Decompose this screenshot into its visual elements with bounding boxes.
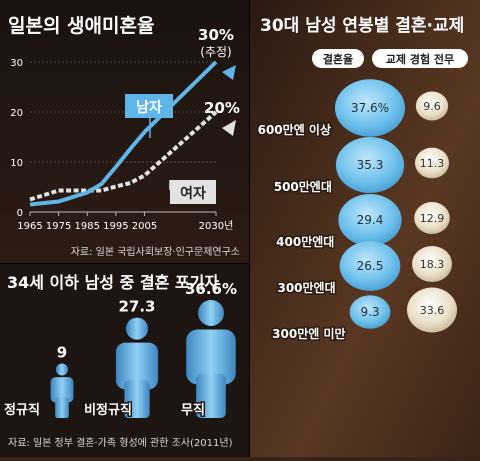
married-value: 37.6% [351,101,389,115]
series-line-women [29,110,218,202]
x-tick-label: 2030년 [199,220,234,232]
x-tick-label: 1985 [75,221,100,232]
person-figure [50,363,74,418]
bubble-row: 9.6 37.6% 600만엔 이상 [256,79,449,139]
never-dated-value: 11.3 [420,157,445,170]
income-category-label: 300만엔 미만 [272,326,345,341]
legend-never-dated-tag [372,49,468,68]
person-figure [115,317,159,418]
never-dated-value: 33.6 [420,304,445,317]
income-category-label: 500만엔대 [274,179,332,194]
bubble-row: 33.6 9.3 300만엔 미만 [271,287,457,343]
x-tick-label: 1965 [17,221,42,232]
men-tag [125,94,173,118]
person-category-label: 정규직 [4,402,40,418]
person-body [186,329,236,385]
never-dated-bubble [415,91,449,121]
person-legs [124,380,150,418]
y-tick-label: 20 [10,108,23,119]
person-head [125,317,149,340]
women-series-label: 여자 [180,185,206,202]
married-value: 29.4 [357,213,384,227]
person-legs [196,373,226,418]
married-value: 26.5 [357,259,384,273]
person-legs [55,397,69,418]
never-dated-bubble [407,287,457,333]
line-chart-x-ticks: 1965 1975 1985 1995 2005 2030년 [17,212,233,232]
never-dated-value: 9.6 [423,100,441,113]
married-value: 35.3 [357,158,384,172]
line-chart-y-ticks: 0 10 20 30 [10,58,23,219]
men-end-note: (추정) [200,45,231,59]
person-body [115,342,159,390]
married-bubble [335,79,405,137]
person-value-label: 27.3 [118,298,155,316]
married-bubble [349,295,391,329]
never-dated-bubble [414,202,450,234]
men-series-label: 남자 [136,99,162,116]
line-chart-source: 자료: 일본 국립사회보장·인구문제연구소 [71,245,240,258]
person-category-label: 비정규직 [84,402,132,418]
person-body [50,377,74,403]
y-tick-label: 0 [17,208,23,219]
men-arrow-icon [222,65,236,80]
married-bubble [338,194,402,246]
bubble-chart-rows: 9.6 37.6% 600만엔 이상 11.3 35.3 500만엔대 12.9 29.4 40… [256,79,457,343]
never-dated-value: 18.3 [420,258,445,271]
bubble-row: 12.9 29.4 400만엔대 [275,194,450,251]
bubble-chart-title: 30대 남성 연봉별 결혼·교제 [260,15,464,36]
married-bubble [339,241,401,291]
person-head [198,300,224,326]
women-end-value: 20% [204,99,240,117]
income-category-label: 300만엔대 [277,280,335,295]
person-value-label: 9 [57,343,67,361]
bubble-row: 11.3 35.3 500만엔대 [272,137,450,196]
never-dated-value: 12.9 [420,212,445,225]
panel-line-chart [0,0,249,263]
y-tick-label: 10 [10,158,23,169]
legend-never-dated-label: 교제 경험 전무 [386,52,454,66]
women-arrow-icon [222,120,236,136]
line-chart-grid [30,61,216,213]
x-tick-label: 1995 [103,221,128,232]
person-chart-title: 34세 이하 남성 중 결혼 포기자 [7,273,219,292]
person-value-label: 36.6% [185,280,237,298]
x-tick-label: 1975 [46,221,71,232]
men-end-value: 30% [198,26,234,44]
person-chart-source: 자료: 일본 정부 결혼·가족 형성에 관한 조사(2011년) [8,436,233,449]
married-bubble [335,137,405,193]
income-category-label: 600만엔 이상 [258,122,331,137]
never-dated-bubble [411,245,453,283]
line-chart-title: 일본의 생애미혼율 [8,14,154,37]
never-dated-bubble [414,147,450,179]
person-category-label: 무직 [181,402,205,418]
panel-divider [0,263,249,264]
women-tag [170,180,216,204]
y-tick-label: 30 [10,58,23,69]
series-line-men [29,60,218,207]
person-figure [186,300,236,418]
legend-married-tag [312,49,364,68]
person-chart-marks: 9 27.3 36.6% 정규직 비정규직 무직 [3,280,237,420]
panel-divider [249,0,250,457]
bubble-row: 18.3 26.5 300만엔대 [276,241,453,297]
married-value: 9.3 [360,305,379,319]
person-head [55,363,69,376]
x-tick-label: 2005 [132,221,157,232]
income-category-label: 400만엔대 [276,234,334,249]
legend-married-label: 결혼율 [323,52,353,66]
